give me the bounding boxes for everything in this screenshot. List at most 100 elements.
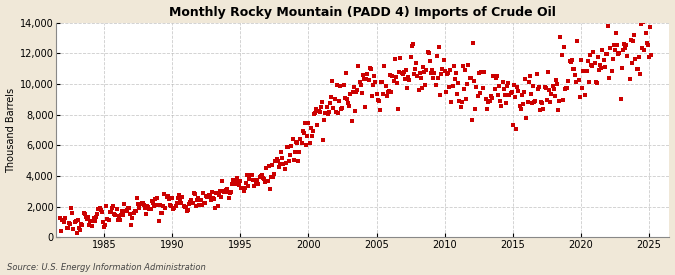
Point bbox=[277, 156, 288, 161]
Point bbox=[485, 98, 495, 103]
Point bbox=[201, 194, 212, 198]
Point bbox=[547, 84, 558, 88]
Point bbox=[611, 30, 622, 35]
Point bbox=[643, 43, 653, 48]
Point bbox=[495, 99, 506, 103]
Point bbox=[510, 95, 520, 99]
Point bbox=[205, 194, 215, 199]
Point bbox=[313, 109, 324, 114]
Point bbox=[436, 72, 447, 76]
Point bbox=[381, 94, 392, 98]
Point bbox=[413, 88, 424, 92]
Point bbox=[405, 55, 416, 59]
Point bbox=[458, 87, 469, 91]
Point bbox=[126, 223, 137, 228]
Point bbox=[163, 197, 174, 201]
Point bbox=[581, 69, 592, 73]
Point bbox=[435, 93, 446, 97]
Point bbox=[630, 56, 641, 61]
Point bbox=[561, 86, 572, 90]
Point bbox=[278, 162, 289, 167]
Point bbox=[55, 229, 66, 233]
Point bbox=[113, 214, 124, 218]
Point bbox=[167, 196, 178, 200]
Point bbox=[453, 81, 464, 86]
Point bbox=[645, 25, 655, 29]
Point bbox=[390, 75, 401, 79]
Point bbox=[136, 200, 147, 205]
Point bbox=[524, 74, 535, 78]
Point bbox=[439, 69, 450, 73]
Point bbox=[350, 109, 360, 113]
Point bbox=[438, 58, 449, 63]
Point bbox=[211, 190, 222, 195]
Point bbox=[196, 203, 207, 207]
Point bbox=[186, 198, 197, 203]
Point bbox=[601, 51, 612, 56]
Point bbox=[641, 41, 652, 45]
Point bbox=[346, 119, 357, 123]
Point bbox=[246, 172, 257, 177]
Point bbox=[254, 174, 265, 179]
Point bbox=[70, 219, 81, 223]
Point bbox=[476, 70, 487, 74]
Point bbox=[433, 45, 444, 49]
Point bbox=[308, 112, 319, 116]
Point bbox=[335, 84, 346, 88]
Point bbox=[228, 178, 239, 183]
Point bbox=[489, 87, 500, 91]
Point bbox=[238, 189, 249, 194]
Point bbox=[367, 94, 377, 98]
Point bbox=[198, 200, 209, 205]
Point bbox=[146, 199, 157, 204]
Point bbox=[319, 117, 329, 122]
Point bbox=[383, 90, 394, 94]
Point bbox=[202, 195, 213, 200]
Point bbox=[389, 57, 400, 61]
Point bbox=[369, 73, 379, 78]
Point bbox=[398, 72, 408, 76]
Point bbox=[430, 82, 441, 87]
Point bbox=[410, 67, 421, 71]
Point bbox=[461, 97, 472, 101]
Point bbox=[225, 191, 236, 195]
Point bbox=[235, 179, 246, 183]
Point bbox=[292, 141, 302, 145]
Point bbox=[531, 72, 542, 77]
Point bbox=[595, 63, 605, 67]
Point bbox=[512, 84, 522, 89]
Point bbox=[396, 71, 407, 75]
Point bbox=[168, 207, 179, 211]
Point bbox=[72, 218, 83, 222]
Point bbox=[518, 101, 529, 106]
Point bbox=[398, 70, 409, 74]
Point bbox=[133, 202, 144, 206]
Point bbox=[97, 210, 107, 214]
Point bbox=[394, 70, 404, 74]
Point bbox=[487, 96, 497, 101]
Point bbox=[226, 189, 237, 194]
Point bbox=[522, 100, 533, 104]
Point bbox=[82, 217, 92, 222]
Point bbox=[598, 58, 609, 62]
Point bbox=[468, 79, 479, 83]
Point bbox=[448, 63, 459, 68]
Point bbox=[250, 178, 261, 182]
Point bbox=[458, 64, 468, 68]
Point bbox=[237, 185, 248, 190]
Point bbox=[590, 80, 601, 84]
Point bbox=[153, 219, 164, 224]
Point bbox=[212, 204, 223, 208]
Point bbox=[317, 100, 327, 104]
Point bbox=[377, 80, 387, 84]
Point bbox=[253, 182, 264, 186]
Point bbox=[636, 22, 647, 27]
Point bbox=[427, 68, 437, 73]
Point bbox=[400, 76, 410, 81]
Point bbox=[443, 71, 454, 76]
Point bbox=[76, 222, 87, 227]
Point bbox=[294, 149, 304, 154]
Point bbox=[58, 218, 69, 222]
Point bbox=[375, 108, 385, 112]
Point bbox=[535, 108, 545, 112]
